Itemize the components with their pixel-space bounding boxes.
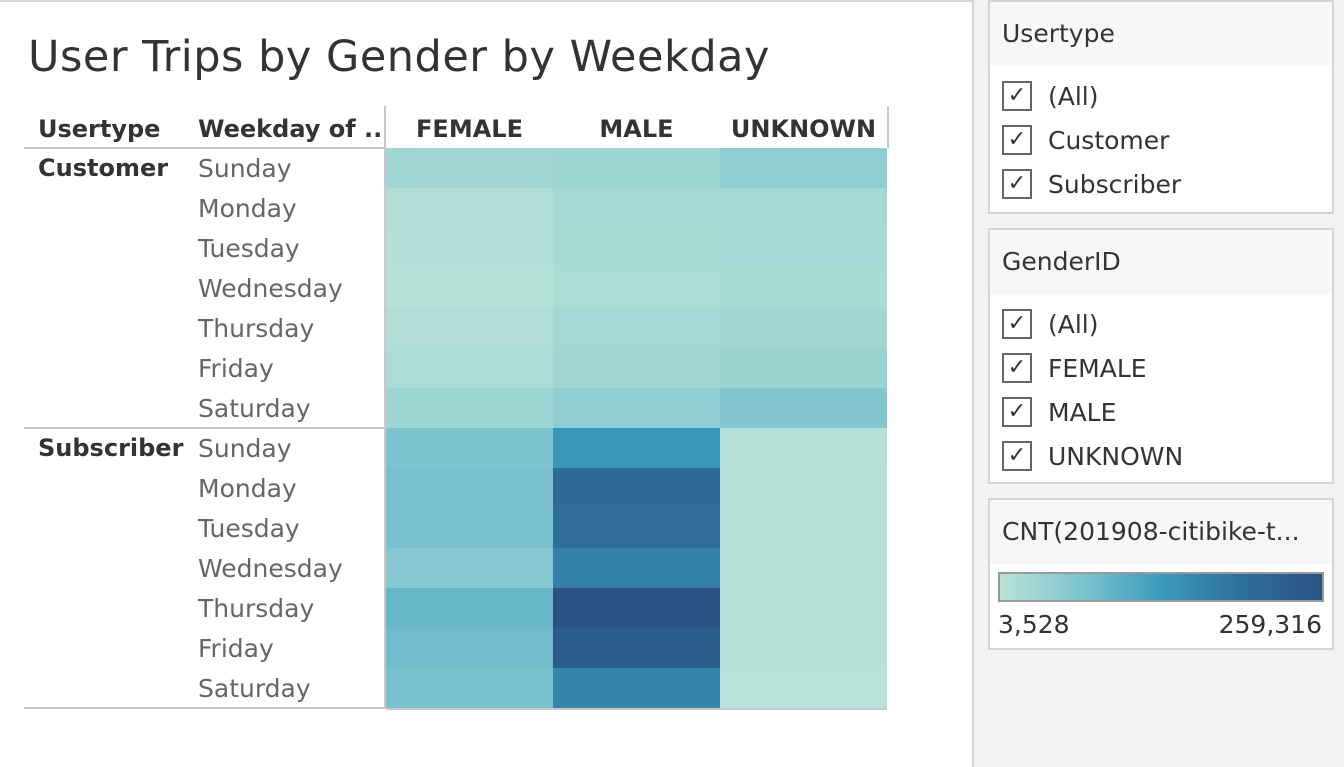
heatmap-cell	[553, 268, 720, 308]
heatmap-cell	[720, 548, 887, 588]
chart-title: User Trips by Gender by Weekday	[28, 32, 770, 82]
heatmap-cell	[386, 148, 553, 188]
column-header: MALE	[599, 115, 673, 143]
heatmap-cell	[553, 508, 720, 548]
gender-option-male[interactable]: ✓ MALE	[990, 390, 1332, 434]
checkbox-checked-icon[interactable]: ✓	[1002, 353, 1032, 383]
heatmap-cell	[553, 668, 720, 708]
heatmap-cell	[720, 308, 887, 348]
heatmap-cell	[553, 348, 720, 388]
heatmap-cell	[553, 468, 720, 508]
group-label: Customer	[38, 154, 168, 182]
color-legend-card: CNT(201908-citibike-t... 3,528 259,316	[988, 498, 1334, 650]
heatmap-cell	[553, 588, 720, 628]
heatmap-cell	[720, 228, 887, 268]
heatmap-cell	[720, 148, 887, 188]
gender-filter-card: GenderID ✓ (All) ✓ FEMALE ✓ MALE ✓ UNKNO…	[988, 228, 1334, 484]
legend-max-label: 259,316	[1218, 610, 1322, 639]
checkbox-checked-icon[interactable]: ✓	[1002, 397, 1032, 427]
heatmap-cell	[386, 508, 553, 548]
heatmap-cell	[386, 348, 553, 388]
heatmap-cell	[386, 588, 553, 628]
heatmap-cell	[720, 468, 887, 508]
heatmap-cell	[553, 228, 720, 268]
usertype-option-subscriber[interactable]: ✓ Subscriber	[990, 162, 1332, 206]
heatmap-cell	[720, 588, 887, 628]
checkbox-checked-icon[interactable]: ✓	[1002, 441, 1032, 471]
usertype-option-label: Subscriber	[1048, 169, 1182, 199]
gender-option-label: MALE	[1048, 397, 1117, 427]
column-header: FEMALE	[416, 115, 523, 143]
heatmap-cell	[386, 628, 553, 668]
group-label: Subscriber	[38, 434, 184, 462]
heatmap-cell	[386, 668, 553, 708]
heatmap-cell	[386, 228, 553, 268]
row-header-weekday: Weekday of ..	[198, 115, 382, 143]
usertype-option-all[interactable]: ✓ (All)	[990, 74, 1332, 118]
weekday-label: Thursday	[197, 594, 314, 623]
heatmap-cell	[720, 268, 887, 308]
heatmap-cell	[386, 388, 553, 428]
column-header: UNKNOWN	[731, 115, 876, 143]
weekday-label: Tuesday	[197, 514, 300, 543]
heatmap-cell	[386, 468, 553, 508]
weekday-label: Tuesday	[197, 234, 300, 263]
weekday-label: Friday	[198, 634, 274, 663]
weekday-label: Wednesday	[198, 554, 343, 583]
heatmap-cell	[386, 268, 553, 308]
heatmap-cell	[386, 428, 553, 468]
weekday-label: Wednesday	[198, 274, 343, 303]
heatmap-cell	[553, 628, 720, 668]
checkbox-checked-icon[interactable]: ✓	[1002, 169, 1032, 199]
heatmap-cell	[720, 668, 887, 708]
color-legend-title: CNT(201908-citibike-t...	[990, 500, 1332, 564]
heatmap-cell	[720, 348, 887, 388]
heatmap-cell	[720, 188, 887, 228]
usertype-filter-title: Usertype	[990, 2, 1332, 66]
heatmap-cell	[386, 548, 553, 588]
heatmap-chart: Usertype Weekday of .. FEMALE MALE UNKNOWN Cu…	[24, 106, 889, 710]
gender-option-label: FEMALE	[1048, 353, 1147, 383]
gender-option-label: UNKNOWN	[1048, 441, 1184, 471]
heatmap-cell	[553, 388, 720, 428]
heatmap-cell	[553, 428, 720, 468]
usertype-option-label: (All)	[1048, 81, 1099, 111]
heatmap-cell	[386, 308, 553, 348]
heatmap-cell	[720, 508, 887, 548]
heatmap-cell	[553, 548, 720, 588]
heatmap-cell	[553, 308, 720, 348]
heatmap-cell	[553, 148, 720, 188]
gender-option-unknown[interactable]: ✓ UNKNOWN	[990, 434, 1332, 478]
usertype-filter-card: Usertype ✓ (All) ✓ Customer ✓ Subscriber	[988, 0, 1334, 214]
color-gradient-bar	[998, 572, 1324, 602]
weekday-label: Saturday	[198, 394, 311, 423]
checkbox-checked-icon[interactable]: ✓	[1002, 125, 1032, 155]
heatmap-cell	[553, 188, 720, 228]
gender-filter-title: GenderID	[990, 230, 1332, 294]
weekday-label: Monday	[198, 194, 297, 223]
gender-option-all[interactable]: ✓ (All)	[990, 302, 1332, 346]
heatmap-cell	[720, 428, 887, 468]
weekday-label: Friday	[198, 354, 274, 383]
heatmap-cell	[386, 188, 553, 228]
gender-option-female[interactable]: ✓ FEMALE	[990, 346, 1332, 390]
checkbox-checked-icon[interactable]: ✓	[1002, 81, 1032, 111]
heatmap-cell	[720, 628, 887, 668]
heatmap-cell	[720, 388, 887, 428]
weekday-label: Thursday	[197, 314, 314, 343]
weekday-label: Saturday	[198, 674, 311, 703]
row-header-usertype: Usertype	[38, 115, 160, 143]
usertype-option-label: Customer	[1048, 125, 1170, 155]
checkbox-checked-icon[interactable]: ✓	[1002, 309, 1032, 339]
gender-option-label: (All)	[1048, 309, 1099, 339]
usertype-option-customer[interactable]: ✓ Customer	[990, 118, 1332, 162]
weekday-label: Sunday	[198, 154, 292, 183]
weekday-label: Sunday	[198, 434, 292, 463]
main-panel: User Trips by Gender by Weekday Usertype…	[0, 0, 974, 767]
legend-min-label: 3,528	[998, 610, 1070, 639]
weekday-label: Monday	[198, 474, 297, 503]
